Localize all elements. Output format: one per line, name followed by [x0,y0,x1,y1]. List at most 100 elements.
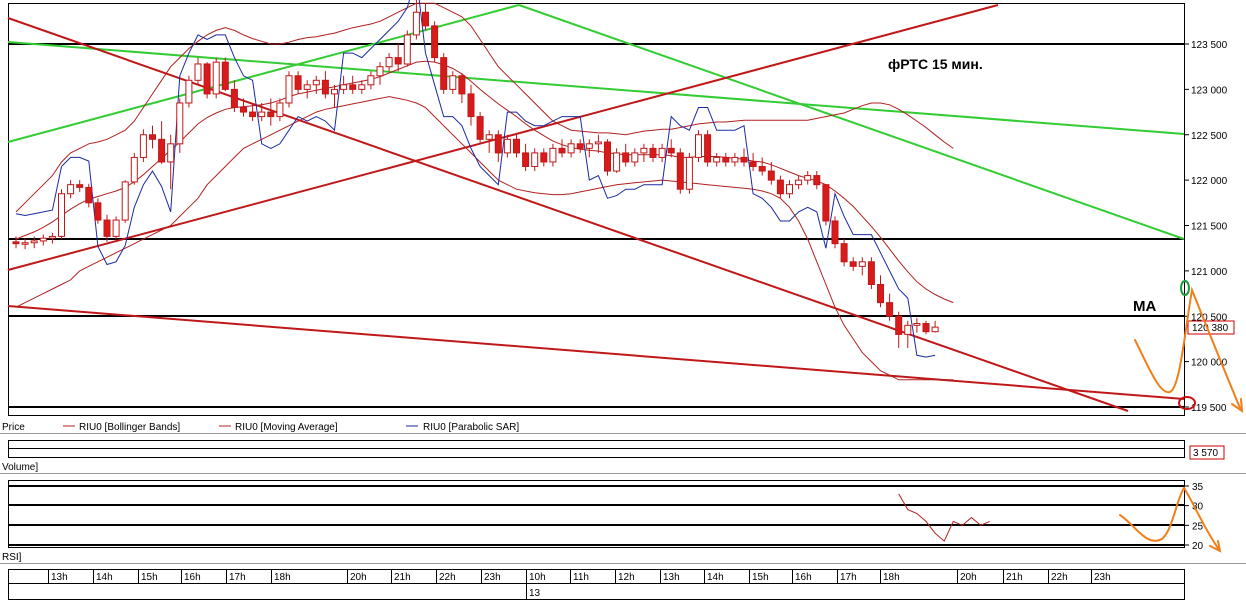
candle [112,216,120,240]
candle [813,171,821,190]
candle [331,84,338,108]
candle-body [203,63,211,95]
candle-body [194,63,202,81]
candle-body [467,93,475,118]
price-axis: 123 500 123 000 122 500 122 000 121 500 121 0… [1184,40,1228,414]
candle [540,148,548,167]
candle [658,143,666,162]
candle-body [112,219,120,237]
candle-body [285,75,293,104]
candle-body [731,156,739,163]
candle [158,121,166,164]
candle [58,189,65,240]
time-tick-label: 18h [274,572,291,583]
candle-body [212,61,220,95]
time-tick-label: 17h [229,572,246,583]
time-tick-label: 13h [663,572,680,583]
trendline-red [7,17,1129,412]
candle-body [786,184,793,195]
candle-body [376,66,384,77]
rsi-tick-label: 20 [1192,541,1204,552]
time-tick-label: 16h [184,572,201,583]
candle [458,73,466,103]
candle-body [649,147,657,158]
candle-body [12,241,20,245]
candle [767,161,775,185]
time-tick-label: 20h [350,572,367,583]
price-tick-label: 122 000 [1191,176,1228,187]
candle [167,134,175,190]
rsi-series [898,493,990,542]
candle-body [613,152,621,172]
candle-body [321,79,329,95]
candle [185,75,193,108]
candle [194,57,202,85]
trendline-red [7,4,999,271]
time-tick-label: 23h [1094,572,1111,583]
bollinger-upper-line [15,2,954,213]
chart-title: фРТС 15 мин. [888,56,983,72]
candle-body [176,102,184,145]
candle [85,183,93,208]
candle [240,98,247,117]
candle [585,139,593,158]
candle [249,102,257,122]
candle-body [667,147,675,154]
candle [704,130,712,167]
candle [212,57,220,99]
candle [431,21,439,63]
candle-body [58,193,65,237]
price-tick-label: 120 000 [1191,358,1228,369]
candle [749,152,757,172]
candle-body [513,138,520,154]
candle [485,130,493,153]
trend-lines [7,4,1185,412]
rsi-line [898,493,990,542]
candle [531,148,539,172]
candle-body [813,175,821,186]
candle [558,139,566,158]
candle-body [130,156,138,183]
candle-body [230,88,238,109]
candle [503,134,511,158]
candle-body [886,302,894,317]
candle [831,216,839,249]
candle [922,320,930,335]
candle [649,143,657,162]
candle-body [449,75,457,90]
candle-body [476,116,484,140]
candle [340,75,348,94]
candle [522,143,530,172]
candle [676,148,684,194]
candle [367,71,375,90]
candle [321,71,329,99]
candle [849,257,857,271]
candle-body [558,147,566,154]
candle-body [139,134,147,158]
candle-body [740,156,748,163]
candle-body [858,261,866,267]
time-tick-label: 23h [484,572,501,583]
candle [576,139,584,153]
candle [494,130,502,162]
price-tick-label: 121 000 [1191,267,1228,278]
candle [913,318,921,333]
candle-body [103,219,111,237]
candle-body [294,75,302,90]
time-tick-label: 15h [752,572,769,583]
candle [613,148,621,173]
time-tick-label: 14h [96,572,113,583]
candle [740,148,748,167]
candle-body [367,75,375,86]
candle-body [604,141,611,172]
legend-bollinger: RIU0 [Bollinger Bands] [79,422,180,433]
target-marker-top [1180,280,1190,296]
last-price-box [1187,320,1235,335]
candle-body [249,111,257,118]
candle-body [585,143,593,149]
candle [303,80,311,99]
trendline-red [7,305,1185,400]
candle-body [422,11,429,27]
candle [631,148,639,167]
